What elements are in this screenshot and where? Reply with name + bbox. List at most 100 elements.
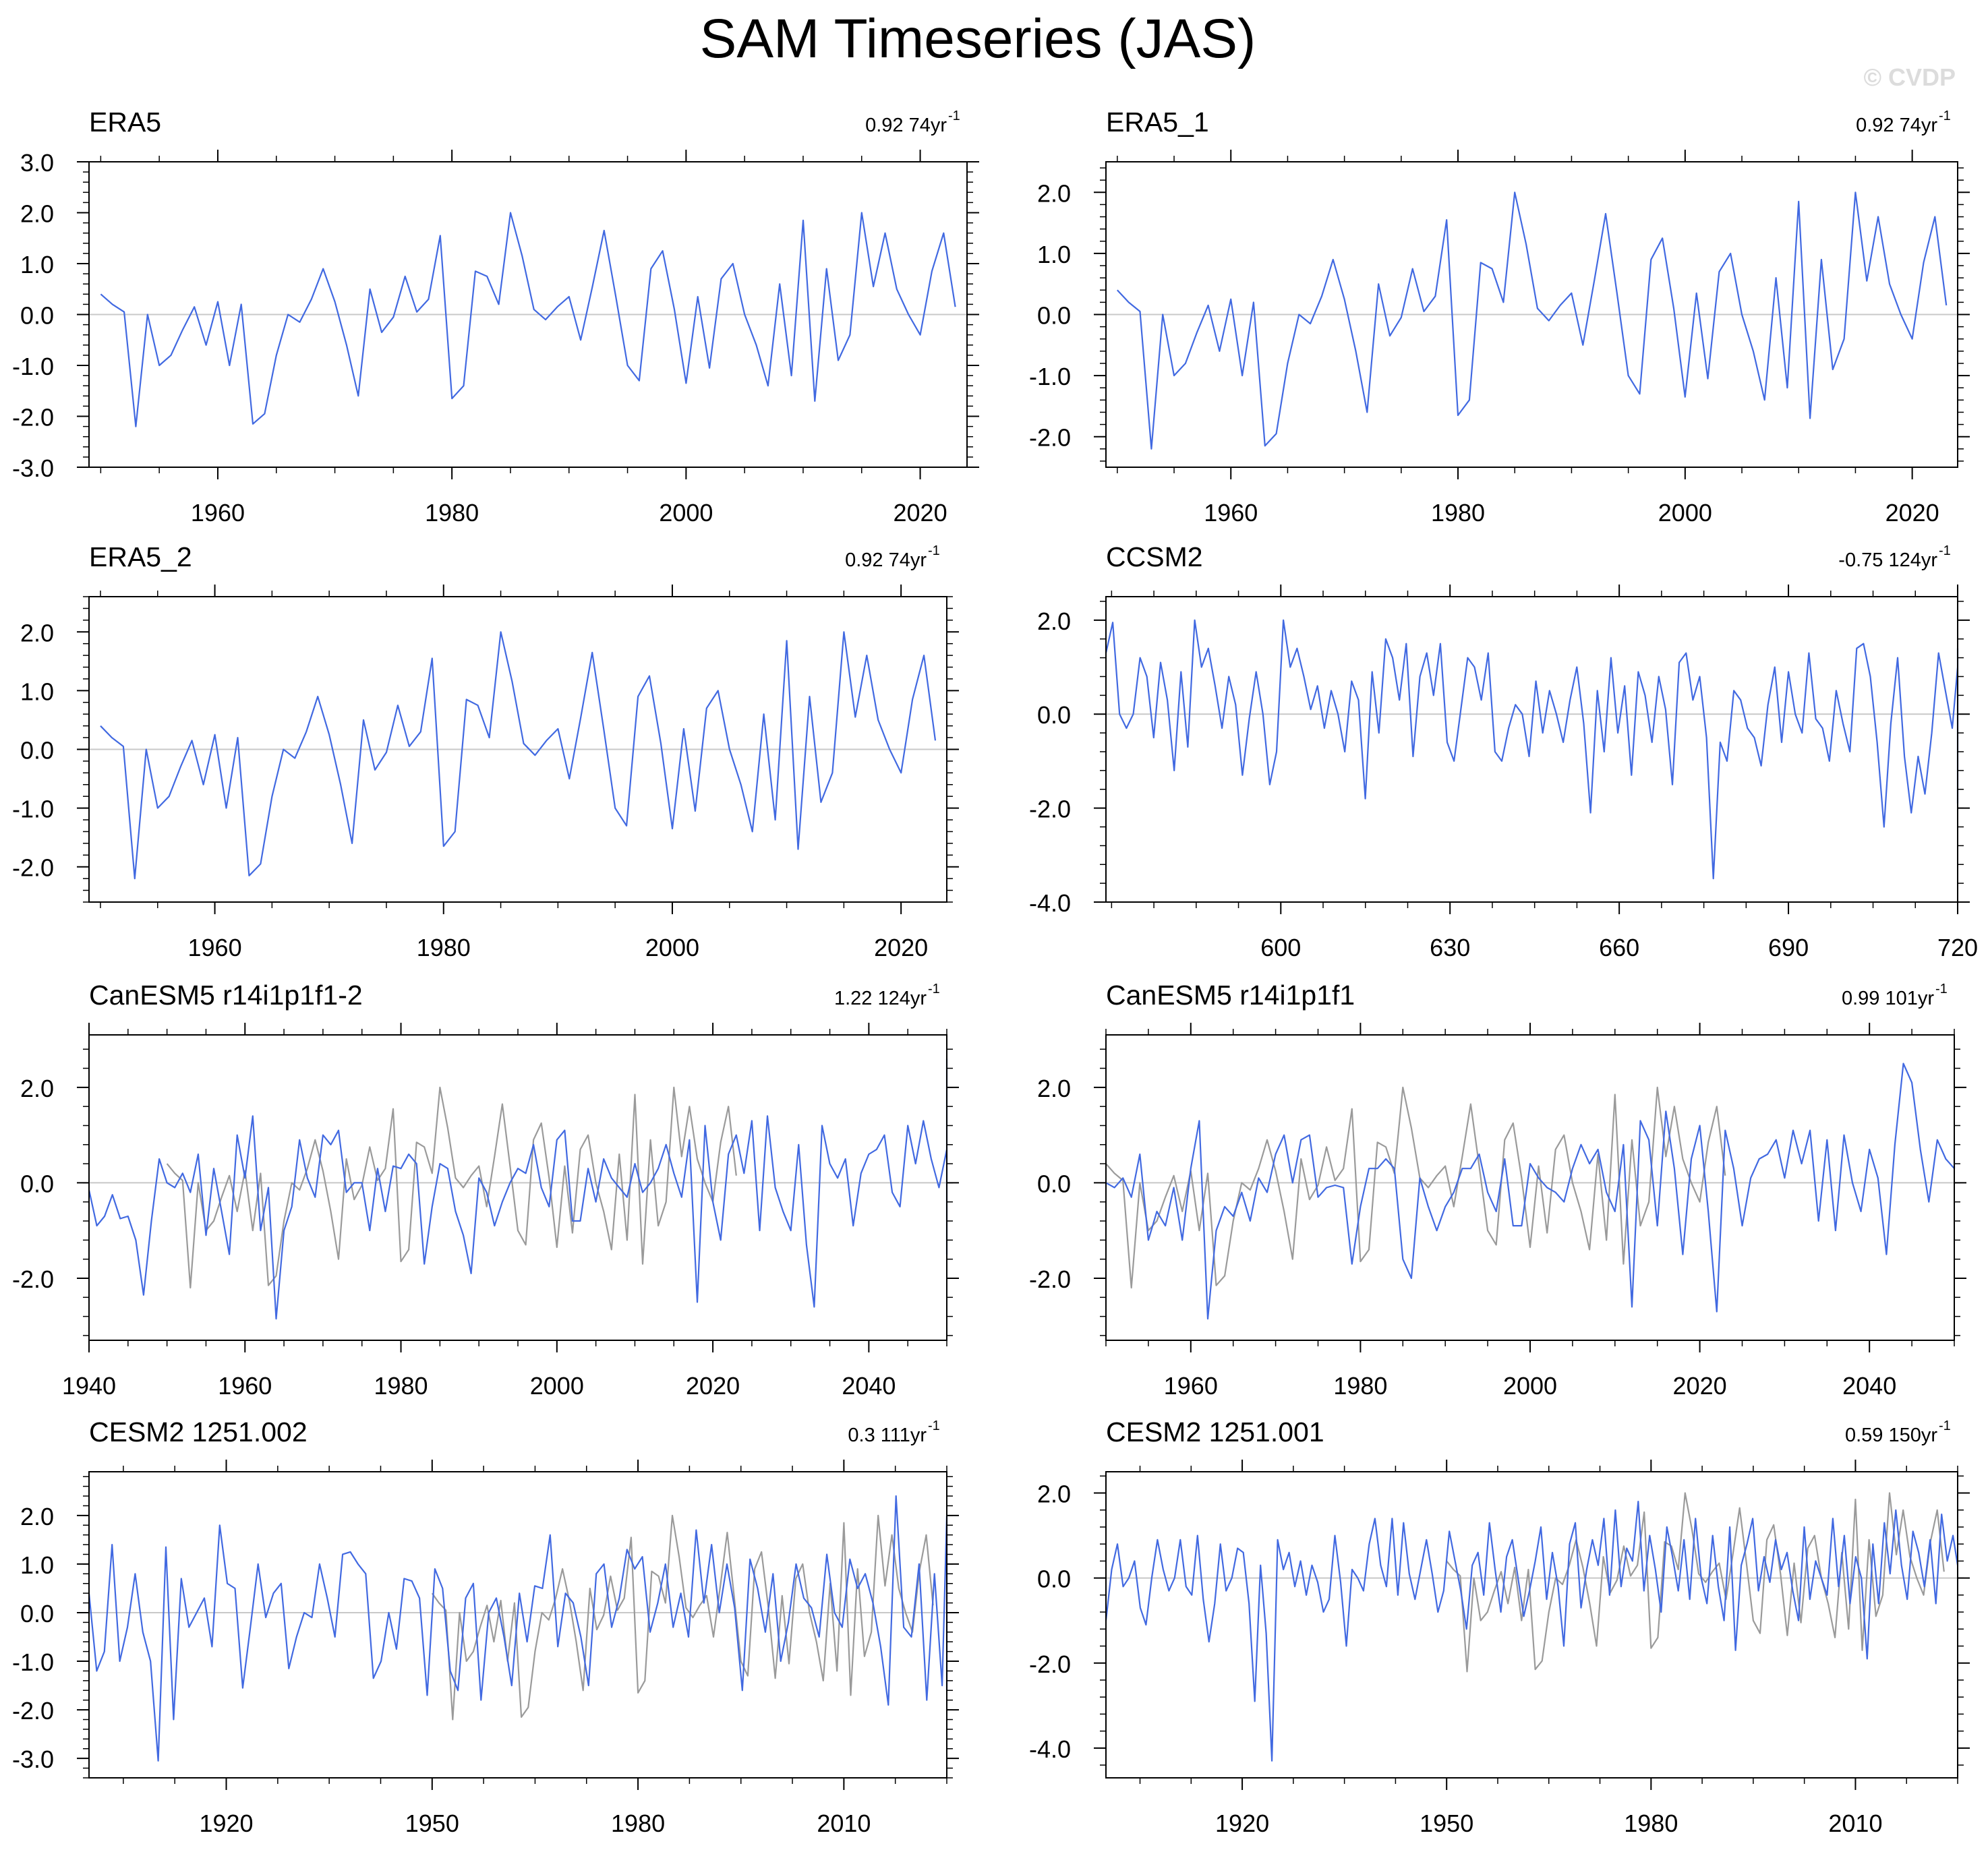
panel-8: -4.0 -2.0 0.0 2.0 1920 1950 1980 2010 CESM2 1251… (1029, 1416, 1970, 1837)
panel-title: CCSM2 (1106, 541, 1203, 572)
series-line-obs (1446, 1492, 1945, 1673)
x-tick-label: 1960 (191, 499, 245, 527)
series-line-obs (431, 1514, 934, 1721)
panel-stat: -0.75 124yr (1838, 549, 1937, 571)
y-tick-label: 0.0 (20, 737, 54, 765)
panel-stat: 0.92 74yr (865, 115, 947, 136)
y-tick-label: 1.0 (20, 1551, 54, 1579)
panel-stat-exponent: -1 (1939, 1418, 1951, 1433)
y-tick-label: -1.0 (1029, 363, 1071, 390)
x-tick-label: 1960 (218, 1372, 272, 1400)
panel-6: -2.0 0.0 2.0 1960 1980 2000 2020 2040 CanESM5 r1… (1029, 980, 1966, 1400)
figure-title: SAM Timeseries (JAS) (700, 8, 1256, 69)
x-tick-label: 1920 (199, 1810, 253, 1837)
panel-title: ERA5_2 (89, 541, 192, 572)
plot-frame (88, 1471, 947, 1779)
y-tick-label: 2.0 (1037, 1481, 1071, 1508)
panel-stat: 0.59 150yr (1845, 1425, 1937, 1446)
y-tick-label: 2.0 (20, 1503, 54, 1530)
x-tick-label: 1950 (1420, 1810, 1473, 1837)
x-tick-label: 660 (1599, 934, 1639, 961)
x-tick-label: 1980 (1333, 1372, 1387, 1400)
panel-stat: 1.22 124yr (834, 988, 927, 1009)
x-tick-label: 2000 (645, 934, 699, 961)
y-tick-label: 2.0 (20, 619, 54, 647)
series-line-obs (1105, 1086, 1726, 1289)
y-tick-label: -1.0 (12, 796, 54, 823)
panel-1: -3.0 -2.0 -1.0 0.0 1.0 2.0 3.0 1960 1980 2000 2020… (12, 107, 979, 527)
x-tick-label: 2000 (659, 499, 713, 527)
x-tick-label: 1950 (405, 1810, 459, 1837)
y-tick-label: -2.0 (1029, 1265, 1071, 1293)
panel-3: -2.0 -1.0 0.0 1.0 2.0 1960 1980 2000 2020 ERA5_2 0… (12, 541, 959, 961)
panel-stat-exponent: -1 (948, 109, 960, 123)
y-tick-label: -1.0 (12, 1648, 54, 1676)
x-tick-label: 1920 (1215, 1810, 1269, 1837)
y-tick-label: -3.0 (12, 454, 54, 482)
x-tick-label: 690 (1768, 934, 1809, 961)
y-tick-label: 3.0 (20, 149, 54, 177)
x-tick-label: 2040 (1842, 1372, 1896, 1400)
x-tick-label: 1980 (374, 1372, 428, 1400)
panel-title: CanESM5 r14i1p1f1-2 (89, 980, 363, 1011)
y-tick-label: -2.0 (12, 1697, 54, 1725)
watermark: © CVDP (1863, 63, 1956, 91)
x-tick-label: 2020 (686, 1372, 740, 1400)
y-tick-label: 0.0 (20, 1600, 54, 1627)
series-line-model (88, 1495, 948, 1762)
x-tick-label: 1980 (417, 934, 471, 961)
panel-stat-exponent: -1 (1939, 543, 1951, 558)
plot-frame (1105, 596, 1958, 903)
panel-stat-exponent: -1 (928, 982, 940, 996)
panels: -3.0 -2.0 -1.0 0.0 1.0 2.0 3.0 1960 1980 2000 2020… (12, 107, 1978, 1837)
x-tick-label: 1960 (188, 934, 242, 961)
x-tick-label: 1980 (611, 1810, 665, 1837)
y-tick-label: 2.0 (1037, 1075, 1071, 1102)
y-tick-label: 0.0 (20, 302, 54, 330)
panel-stat-exponent: -1 (928, 1418, 940, 1433)
x-tick-label: 2020 (874, 934, 928, 961)
series-line-model (100, 631, 937, 880)
y-tick-label: -2.0 (12, 404, 54, 431)
y-tick-label: 2.0 (1037, 607, 1071, 635)
series-line-obs (166, 1086, 737, 1289)
x-tick-label: 1960 (1164, 1372, 1218, 1400)
series-line-model (1105, 1063, 1956, 1320)
y-tick-label: -2.0 (1029, 1650, 1071, 1678)
y-tick-label: 0.0 (1037, 701, 1071, 729)
y-tick-label: -4.0 (1029, 1735, 1071, 1763)
panel-title: CESM2 1251.001 (1106, 1416, 1324, 1447)
y-tick-label: 1.0 (20, 251, 54, 278)
y-tick-label: -2.0 (12, 1265, 54, 1293)
panel-title: ERA5_1 (1106, 107, 1209, 138)
y-tick-label: -2.0 (12, 854, 54, 882)
panel-title: CESM2 1251.002 (89, 1416, 308, 1447)
y-tick-label: -2.0 (1029, 796, 1071, 823)
x-tick-label: 2040 (842, 1372, 896, 1400)
panel-title: CanESM5 r14i1p1f1 (1106, 980, 1355, 1011)
x-tick-label: 1960 (1204, 499, 1258, 527)
panel-stat-exponent: -1 (1939, 109, 1951, 123)
x-tick-label: 2010 (817, 1810, 871, 1837)
y-tick-label: 1.0 (1037, 241, 1071, 268)
y-tick-label: 0.0 (1037, 302, 1071, 330)
x-tick-label: 720 (1937, 934, 1978, 961)
y-tick-label: -2.0 (1029, 424, 1071, 452)
plot-frame (1105, 1034, 1955, 1341)
y-tick-label: -4.0 (1029, 889, 1071, 917)
panel-4: -4.0 -2.0 0.0 2.0 600 630 660 690 720 CCSM2 -0.75 … (1029, 541, 1978, 961)
y-tick-label: 2.0 (20, 1075, 54, 1102)
x-tick-label: 2000 (1503, 1372, 1557, 1400)
series-line-model (1116, 191, 1948, 450)
series-line-model (1105, 619, 1959, 880)
panel-stat: 0.99 101yr (1842, 988, 1934, 1009)
y-tick-label: -1.0 (12, 353, 54, 380)
panel-2: -2.0 -1.0 0.0 1.0 2.0 1960 1980 2000 2020 ERA5_1 0… (1029, 107, 1970, 527)
x-tick-label: 600 (1260, 934, 1301, 961)
panel-stat-exponent: -1 (928, 543, 940, 558)
x-tick-label: 2000 (1658, 499, 1712, 527)
x-tick-label: 2020 (1673, 1372, 1727, 1400)
x-tick-label: 2000 (530, 1372, 584, 1400)
series-line-model (100, 212, 956, 427)
panel-5: -2.0 0.0 2.0 1940 1960 1980 2000 2020 2040 CanESM… (12, 980, 959, 1400)
